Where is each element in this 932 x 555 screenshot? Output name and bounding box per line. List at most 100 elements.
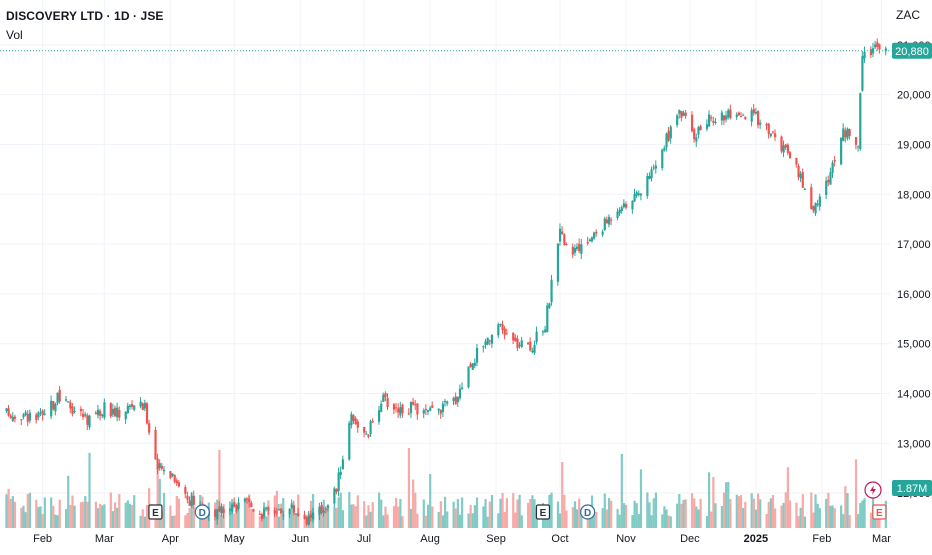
candle-body[interactable] [184, 487, 187, 494]
candle-body[interactable] [541, 331, 545, 333]
candle-body[interactable] [490, 334, 494, 344]
candle-body[interactable] [52, 401, 55, 410]
x-tick-label[interactable]: Oct [551, 533, 568, 545]
candle-body[interactable] [424, 408, 428, 411]
dividend-marker-icon[interactable] [194, 504, 210, 520]
candle-body[interactable] [752, 109, 755, 114]
candle-body[interactable] [245, 498, 249, 500]
candle-body[interactable] [550, 279, 553, 303]
candle-body[interactable] [233, 502, 236, 507]
candle-body[interactable] [73, 411, 76, 413]
candle-body[interactable] [397, 408, 400, 413]
candle-body[interactable] [810, 187, 813, 209]
candle-body[interactable] [429, 407, 432, 411]
candle-body[interactable] [759, 122, 762, 125]
candle-body[interactable] [529, 341, 532, 351]
candle-body[interactable] [288, 508, 291, 515]
candle-body[interactable] [637, 193, 640, 196]
candle-body[interactable] [111, 408, 115, 415]
candle-body[interactable] [322, 510, 325, 513]
candle-body[interactable] [471, 363, 474, 370]
candle-body[interactable] [377, 410, 381, 422]
candle-body[interactable] [116, 407, 119, 418]
candle-body[interactable] [126, 405, 129, 414]
candle-body[interactable] [65, 399, 68, 401]
price-axis[interactable]: 21,00020,00019,00018,00017,00016,00015,0… [892, 40, 932, 500]
candle-body[interactable] [444, 401, 447, 403]
candle-body[interactable] [705, 124, 709, 129]
candle-body[interactable] [786, 144, 789, 153]
candle-body[interactable] [273, 510, 276, 514]
candle-body[interactable] [190, 495, 193, 507]
candle-body[interactable] [859, 93, 862, 149]
candle-body[interactable] [82, 413, 85, 417]
candle-body[interactable] [384, 393, 387, 398]
candle-body[interactable] [486, 337, 489, 345]
candle-body[interactable] [652, 167, 655, 169]
candle-body[interactable] [690, 114, 694, 132]
candle-body[interactable] [784, 144, 787, 148]
candle-body[interactable] [458, 388, 462, 399]
candle-body[interactable] [735, 114, 738, 118]
candle-body[interactable] [654, 165, 657, 169]
y-tick-label[interactable]: 19,000 [897, 139, 931, 151]
candle-body[interactable] [214, 509, 217, 517]
candle-body[interactable] [812, 206, 815, 211]
candle-body[interactable] [648, 175, 651, 179]
candle-body[interactable] [282, 514, 285, 516]
candle-body[interactable] [231, 504, 234, 512]
candle-body[interactable] [769, 133, 772, 137]
candle-body[interactable] [188, 500, 191, 506]
candle-body[interactable] [86, 415, 89, 425]
candle-body[interactable] [827, 179, 830, 183]
candle-body[interactable] [829, 172, 832, 185]
candle-body[interactable] [7, 408, 10, 416]
candle-body[interactable] [818, 196, 821, 207]
candle-body[interactable] [426, 410, 430, 413]
candle-body[interactable] [814, 202, 817, 214]
candle-body[interactable] [499, 323, 502, 325]
candle-body[interactable] [620, 207, 623, 211]
time-axis[interactable]: Feb Mar Apr May Jun Jul Aug Sep Oct Nov Dec 2025 Feb… [33, 533, 891, 545]
candle-body[interactable] [54, 403, 57, 412]
y-tick-label[interactable]: 16,000 [897, 289, 931, 301]
candle-body[interactable] [160, 466, 164, 469]
candle-body[interactable] [303, 515, 306, 519]
candle-body[interactable] [861, 56, 864, 91]
candle-body[interactable] [454, 396, 457, 405]
candle-body[interactable] [294, 513, 298, 515]
candle-body[interactable] [669, 126, 672, 139]
candle-body[interactable] [222, 508, 225, 513]
candle-body[interactable] [563, 234, 566, 246]
candle-body[interactable] [277, 509, 281, 511]
candle-body[interactable] [139, 401, 142, 407]
candle-body[interactable] [774, 133, 777, 138]
candle-body[interactable] [5, 408, 8, 411]
candle-body[interactable] [237, 502, 240, 510]
candle-body[interactable] [846, 128, 849, 139]
candle-body[interactable] [848, 129, 851, 136]
x-tick-label[interactable]: Dec [680, 533, 700, 545]
candle-body[interactable] [326, 505, 330, 508]
candle-body[interactable] [113, 407, 117, 417]
candle-body[interactable] [290, 504, 293, 508]
candle-body[interactable] [607, 216, 611, 225]
candle-body[interactable] [699, 125, 702, 131]
candle-body[interactable] [720, 112, 723, 121]
candle-body[interactable] [780, 136, 783, 152]
candle-body[interactable] [13, 416, 17, 419]
candle-body[interactable] [854, 136, 858, 145]
candle-body[interactable] [382, 394, 385, 402]
candle-body[interactable] [646, 176, 649, 196]
candle-body[interactable] [795, 158, 798, 165]
candle-body[interactable] [243, 498, 247, 502]
x-tick-label[interactable]: 2025 [744, 533, 768, 545]
candle-body[interactable] [58, 389, 61, 402]
candle-body[interactable] [710, 117, 713, 119]
candle-body[interactable] [79, 408, 83, 412]
candle-body[interactable] [56, 392, 59, 404]
candle-body[interactable] [324, 508, 327, 510]
candle-body[interactable] [216, 509, 219, 520]
